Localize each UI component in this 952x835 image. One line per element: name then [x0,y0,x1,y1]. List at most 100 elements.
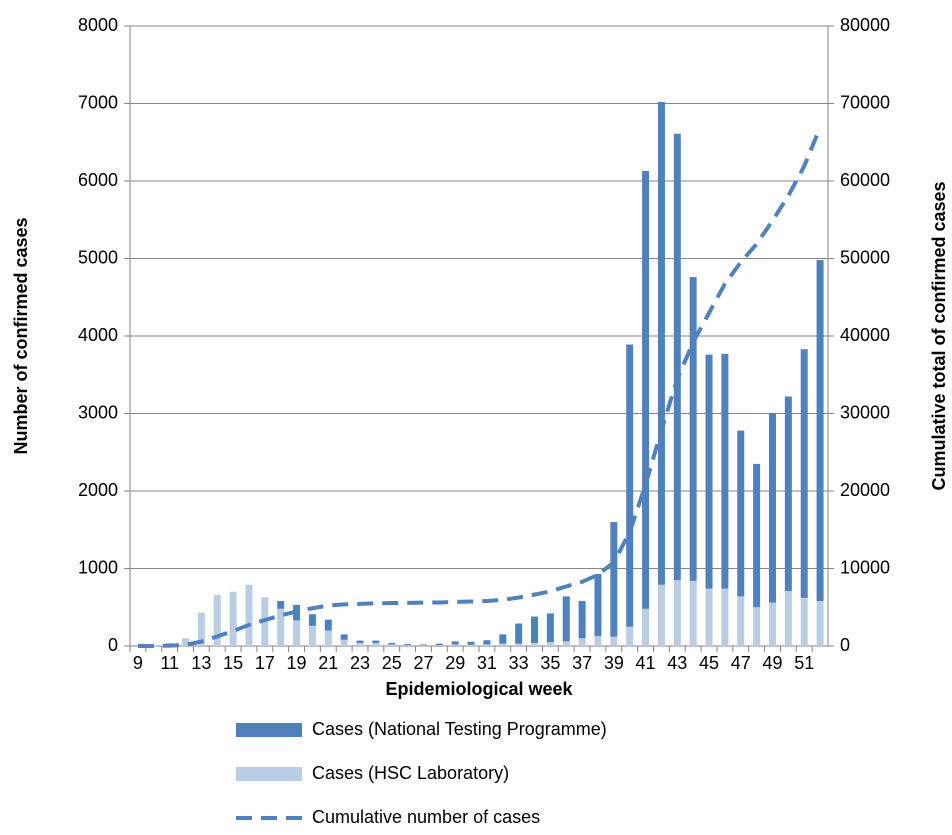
y-tick-label: 6000 [78,170,118,190]
bar [674,134,681,580]
bar [499,634,506,643]
bar [341,634,348,639]
y-tick-label: 8000 [78,15,118,35]
x-axis-title: Epidemiological week [385,679,573,699]
bar [357,643,364,646]
y-tick-label: 2000 [78,480,118,500]
bar [769,603,776,646]
bar [452,644,459,646]
bar [515,624,522,644]
x-tick-label: 11 [160,653,179,673]
bar [721,354,728,589]
bar [563,641,570,646]
y2-tick-label: 60000 [840,170,890,190]
x-tick-label: 33 [509,653,529,673]
bar [420,644,427,645]
y-tick-label: 4000 [78,325,118,345]
bar [690,277,697,581]
bar [817,601,824,646]
x-tick-label: 47 [731,653,751,673]
bar [309,626,316,646]
y-tick-label: 0 [108,635,118,655]
bar [499,644,506,646]
bar [579,601,586,638]
legend-swatch [236,723,302,737]
bar [594,636,601,646]
bar [404,644,411,645]
bar [801,349,808,598]
y-tick-label: 5000 [78,247,118,267]
bar [753,464,760,607]
x-tick-label: 21 [318,653,338,673]
x-tick-label: 43 [667,653,687,673]
x-tick-label: 29 [445,653,465,673]
y2-tick-label: 20000 [840,480,890,500]
bar [563,596,570,641]
bar [785,396,792,591]
x-tick-label: 49 [762,653,782,673]
x-tick-label: 27 [413,653,433,673]
y-tick-label: 7000 [78,92,118,112]
bar [817,260,824,601]
bar [372,641,379,643]
bar [626,627,633,646]
x-tick-label: 41 [636,653,656,673]
bar [737,431,744,597]
bar [801,598,808,646]
y2-tick-label: 0 [840,635,850,655]
bar [721,589,728,646]
bar [293,620,300,646]
bar [325,620,332,631]
y2-tick-label: 80000 [840,15,890,35]
bar [769,414,776,603]
x-tick-label: 15 [223,653,243,673]
bar [420,645,427,646]
bar [436,645,443,646]
x-tick-label: 45 [699,653,719,673]
legend-label: Cases (HSC Laboratory) [312,763,509,783]
bar [610,637,617,646]
bar [357,641,364,643]
y-axis-title: Number of confirmed cases [11,217,31,454]
bar [610,522,617,637]
bar [483,644,490,646]
bar [468,645,475,646]
bar [309,614,316,626]
y2-tick-label: 50000 [840,247,890,267]
x-tick-label: 39 [604,653,624,673]
legend-label: Cases (National Testing Programme) [312,719,607,739]
bar [325,631,332,647]
bar [594,574,601,636]
x-tick-label: 17 [255,653,275,673]
y-tick-label: 1000 [78,557,118,577]
bar [341,640,348,646]
bar [674,580,681,646]
y-tick-label: 3000 [78,402,118,422]
y2-axis-title: Cumulative total of confirmed cases [929,181,949,490]
bar [706,589,713,646]
bar [277,601,284,609]
x-tick-label: 51 [794,653,814,673]
bar [579,638,586,646]
x-tick-label: 9 [133,653,143,673]
legend-swatch [236,767,302,781]
bar [658,102,665,585]
x-tick-label: 31 [477,653,497,673]
y2-tick-label: 10000 [840,557,890,577]
x-tick-label: 35 [540,653,560,673]
bar [547,613,554,642]
bar [531,643,538,646]
bar [388,643,395,645]
bar [515,644,522,646]
bar [531,617,538,643]
bar [483,640,490,644]
bar [706,355,713,589]
x-tick-label: 23 [350,653,370,673]
bar [690,581,697,646]
x-tick-label: 37 [572,653,592,673]
bar [547,642,554,646]
bar [626,345,633,627]
bar [468,642,475,645]
bar [452,641,459,644]
